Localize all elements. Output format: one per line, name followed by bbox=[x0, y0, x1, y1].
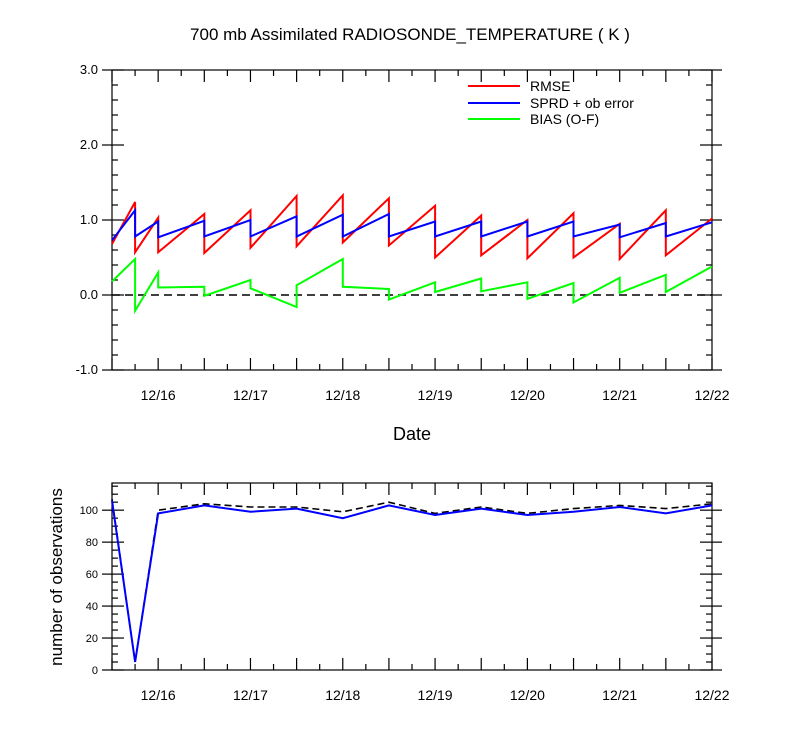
bottom-y-tick-label: 80 bbox=[86, 537, 98, 549]
bottom-y-tick-label: 60 bbox=[86, 569, 98, 581]
y-axis-label-observations: number of observations bbox=[47, 488, 66, 666]
legend-label-1: SPRD + ob error bbox=[530, 95, 634, 111]
bottom-x-tick-label: 12/21 bbox=[602, 687, 637, 703]
bottom-series-observations-possible bbox=[111, 498, 713, 663]
top-x-tick-label: 12/17 bbox=[233, 387, 268, 403]
bottom-x-tick-label: 12/19 bbox=[418, 687, 453, 703]
top-series-rmse bbox=[111, 192, 713, 262]
top-chart-panel: 12/16 12/17 12/18 12/19 12/20 12/21 12/22 -1.0 0… bbox=[76, 62, 730, 403]
x-axis-label: Date bbox=[393, 424, 431, 444]
top-y-tick-label: -1.0 bbox=[76, 362, 98, 377]
top-x-tick-label: 12/18 bbox=[325, 387, 360, 403]
top-x-tick-label: 12/19 bbox=[418, 387, 453, 403]
bottom-series-observations-used bbox=[111, 500, 713, 663]
top-y-tick-label: 1.0 bbox=[80, 212, 98, 227]
top-series-sprd-ob-error bbox=[111, 207, 713, 241]
bottom-x-tick-label: 12/18 bbox=[325, 687, 360, 703]
top-y-tick-label: 2.0 bbox=[80, 137, 98, 152]
legend-label-2: BIAS (O-F) bbox=[530, 111, 599, 127]
top-y-tick-label: 3.0 bbox=[80, 62, 98, 77]
top-plot-frame bbox=[111, 69, 713, 371]
bottom-x-tick-label: 12/17 bbox=[233, 687, 268, 703]
bottom-y-tick-label: 40 bbox=[86, 601, 98, 613]
bottom-y-tick-label: 0 bbox=[92, 665, 98, 677]
bottom-x-tick-label: 12/16 bbox=[141, 687, 176, 703]
top-x-tick-label: 12/21 bbox=[602, 387, 637, 403]
top-y-tick-label: 0.0 bbox=[80, 287, 98, 302]
top-series-bias-o-f bbox=[111, 256, 713, 315]
legend-label-0: RMSE bbox=[530, 78, 570, 94]
bottom-x-tick-label: 12/22 bbox=[694, 687, 729, 703]
bottom-y-tick-label: 20 bbox=[86, 633, 98, 645]
bottom-x-tick-label: 12/20 bbox=[510, 687, 545, 703]
bottom-chart-panel: 12/16 12/17 12/18 12/19 12/20 12/21 12/22 0 20 40… bbox=[80, 482, 730, 703]
top-x-tick-label: 12/16 bbox=[141, 387, 176, 403]
top-x-tick-label: 12/20 bbox=[510, 387, 545, 403]
chart-title: 700 mb Assimilated RADIOSONDE_TEMPERATUR… bbox=[190, 25, 630, 44]
top-x-tick-label: 12/22 bbox=[694, 387, 729, 403]
bottom-y-tick-label: 100 bbox=[80, 505, 98, 517]
